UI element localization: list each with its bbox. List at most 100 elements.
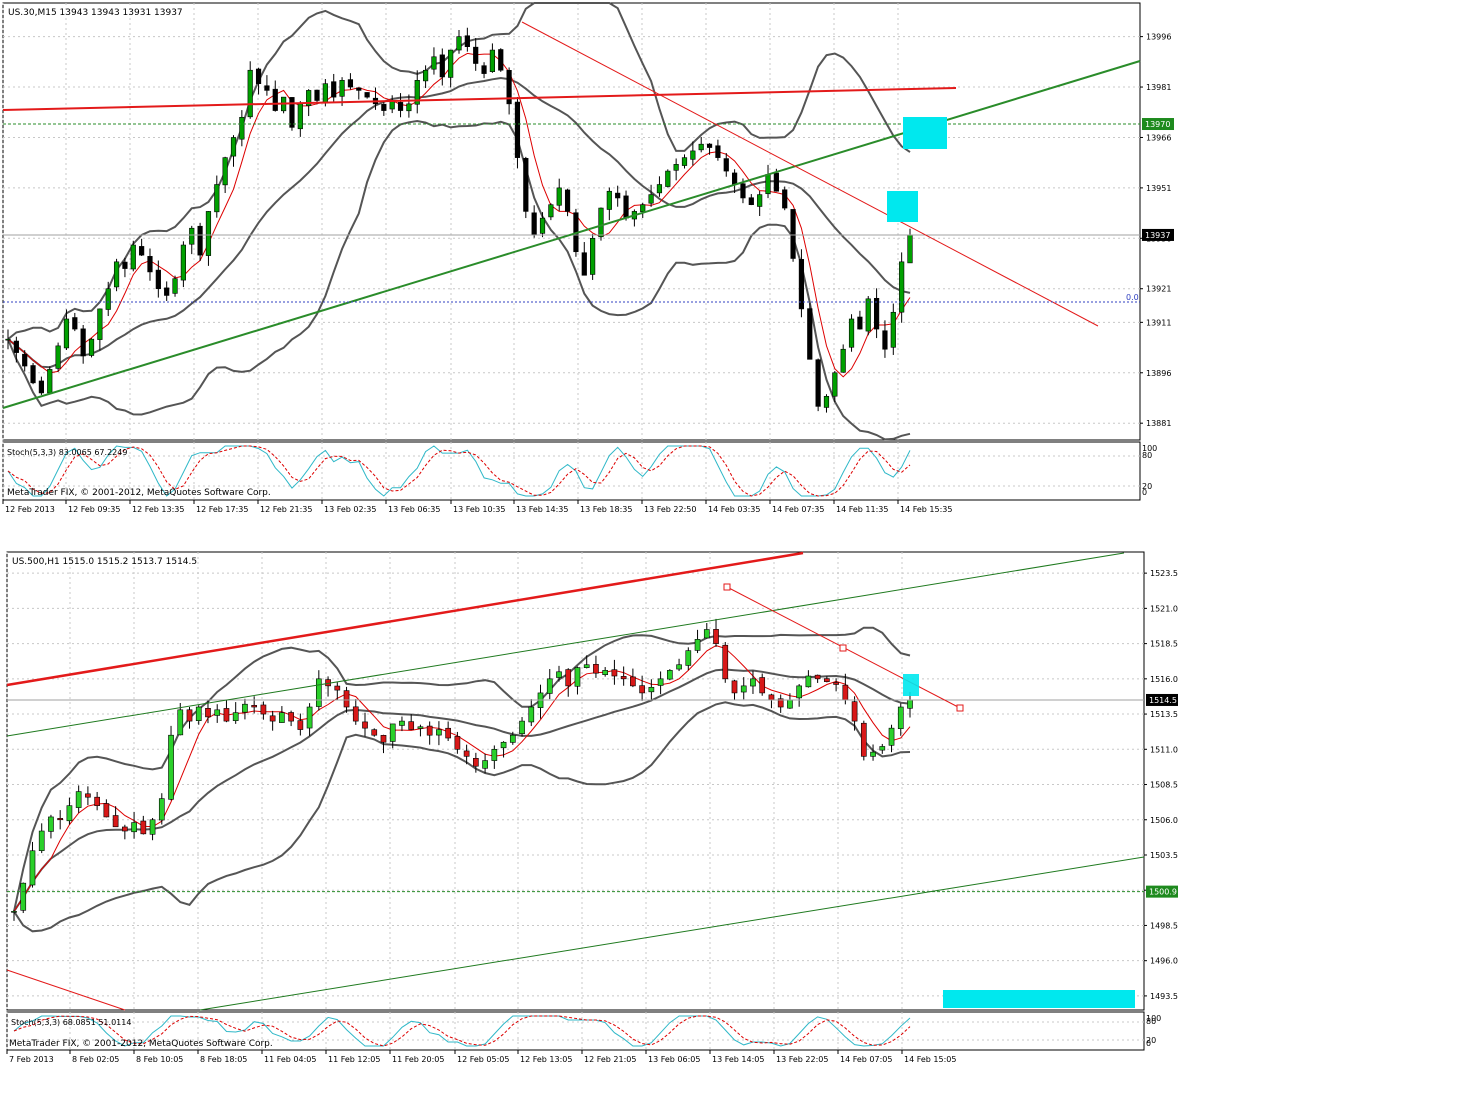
candle-body xyxy=(531,212,537,236)
candle-body xyxy=(498,49,504,71)
candle-body xyxy=(840,348,846,373)
candle-body xyxy=(832,372,838,397)
candle-body xyxy=(899,261,905,313)
chart2-moving-average xyxy=(13,645,911,912)
candle-body xyxy=(656,184,663,194)
candle-body xyxy=(681,157,688,166)
candle-body xyxy=(814,674,821,680)
x-tick-label: 8 Feb 18:05 xyxy=(200,1055,247,1064)
y-tick-label: 13996 xyxy=(1146,33,1171,42)
candle-body xyxy=(343,690,350,708)
candle-body xyxy=(865,298,871,332)
y-tick-label: 1511.0 xyxy=(1150,745,1178,754)
candle-body xyxy=(690,150,696,160)
candle-body xyxy=(615,192,621,199)
candle-body xyxy=(857,316,863,330)
chart2-frame xyxy=(6,551,1145,1011)
candle-body xyxy=(666,670,673,680)
candle-body xyxy=(397,102,404,111)
x-tick-label: 12 Feb 21:05 xyxy=(584,1055,636,1064)
candle-body xyxy=(408,721,415,730)
chart1-stoch-level-20: 20 xyxy=(1142,482,1152,491)
candle-body xyxy=(890,311,896,348)
candle-body xyxy=(195,706,202,722)
candle-body xyxy=(155,269,161,290)
y-tick-label: 13921 xyxy=(1146,285,1171,294)
candle-body xyxy=(583,664,590,668)
candle-body xyxy=(239,116,245,140)
candle-body xyxy=(417,726,424,729)
candle-body xyxy=(264,85,270,91)
candle-body xyxy=(790,209,796,259)
candle-body xyxy=(676,664,682,670)
chart2-trend-anchor-end xyxy=(956,704,964,712)
chart2-group: 1523.5 1521.0 1518.5 1516.0 1513.5 1511.0 1508… xyxy=(6,551,1178,1064)
candle-body xyxy=(473,758,479,767)
candle-body xyxy=(548,204,554,218)
candle-body xyxy=(740,685,747,693)
candle-body xyxy=(506,70,512,105)
candle-body xyxy=(251,705,258,708)
candle-body xyxy=(186,709,193,722)
candle-body xyxy=(574,667,581,687)
y-tick-label: 13911 xyxy=(1146,318,1171,327)
chart1-band-mid xyxy=(7,76,911,369)
candle-body xyxy=(630,676,636,687)
chart2-resistance-line xyxy=(6,551,804,687)
candle-body xyxy=(272,88,278,111)
candle-body xyxy=(777,698,784,708)
chart2-stoch-frame xyxy=(6,1011,1145,1051)
candle-body xyxy=(722,644,729,680)
candle-body xyxy=(314,89,320,101)
x-tick-label: 14 Feb 03:35 xyxy=(708,505,760,514)
chart1-resistance-line xyxy=(2,87,957,111)
candle-body xyxy=(339,80,345,97)
candle-body xyxy=(593,664,599,674)
candle-body xyxy=(57,818,64,821)
candle-body xyxy=(105,288,111,310)
candle-body xyxy=(232,712,239,721)
candle-body xyxy=(897,706,904,730)
x-tick-label: 13 Feb 10:35 xyxy=(453,505,505,514)
candle-body xyxy=(500,741,507,749)
candle-body xyxy=(288,712,294,722)
candle-body xyxy=(639,685,645,694)
current-price-label: 1514.5 xyxy=(1149,696,1177,705)
x-tick-label: 13 Feb 02:35 xyxy=(324,505,376,514)
chart2-target-zone xyxy=(943,990,1135,1008)
chart2-channel-lower xyxy=(199,856,1145,1011)
candle-body xyxy=(75,791,82,808)
candle-body xyxy=(63,318,70,349)
candle-body xyxy=(602,670,609,675)
candle-body xyxy=(768,694,775,701)
candle-body xyxy=(694,639,701,651)
candle-body xyxy=(364,92,370,98)
chart2-lower-red-line xyxy=(6,969,126,1011)
candle-body xyxy=(648,194,654,204)
candle-body xyxy=(289,97,295,128)
candle-body xyxy=(214,709,221,716)
candle-body xyxy=(72,317,78,330)
candle-body xyxy=(242,703,248,713)
candle-body xyxy=(269,715,276,722)
candle-body xyxy=(322,83,328,103)
candle-body xyxy=(189,227,195,245)
candle-body xyxy=(80,328,86,357)
candle-body xyxy=(356,87,362,91)
candle-body xyxy=(406,103,412,112)
candle-body xyxy=(685,650,692,666)
chart1-band-lower xyxy=(7,119,911,441)
candle-body xyxy=(565,669,572,687)
candle-body xyxy=(539,217,546,234)
candle-body xyxy=(112,815,119,828)
chart2-stoch-level-100: 100 xyxy=(1146,1014,1161,1023)
candle-body xyxy=(29,850,36,886)
candle-body xyxy=(870,751,876,757)
candle-body xyxy=(306,706,313,729)
candle-body xyxy=(882,330,888,350)
candle-body xyxy=(297,720,304,730)
candle-body xyxy=(606,190,612,210)
x-tick-label: 14 Feb 11:35 xyxy=(836,505,888,514)
candle-body xyxy=(20,882,27,911)
candle-body xyxy=(122,261,128,269)
